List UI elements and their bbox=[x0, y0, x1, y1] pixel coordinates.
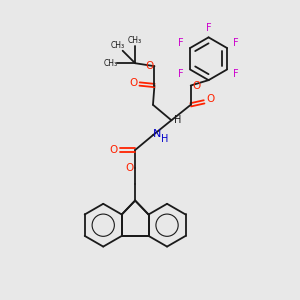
Text: O: O bbox=[145, 61, 153, 71]
Text: N: N bbox=[153, 129, 161, 139]
Text: H: H bbox=[174, 115, 181, 125]
Text: O: O bbox=[126, 163, 134, 173]
Text: O: O bbox=[110, 145, 118, 155]
Text: F: F bbox=[233, 69, 239, 80]
Text: F: F bbox=[178, 38, 184, 48]
Text: F: F bbox=[233, 38, 239, 48]
Text: O: O bbox=[192, 80, 200, 91]
Text: CH₃: CH₃ bbox=[104, 59, 118, 68]
Text: O: O bbox=[206, 94, 214, 104]
Text: CH₃: CH₃ bbox=[128, 36, 142, 45]
Text: O: O bbox=[130, 77, 138, 88]
Text: CH₃: CH₃ bbox=[111, 41, 125, 50]
Text: F: F bbox=[206, 23, 211, 33]
Text: H: H bbox=[160, 134, 168, 144]
Text: F: F bbox=[178, 69, 184, 80]
